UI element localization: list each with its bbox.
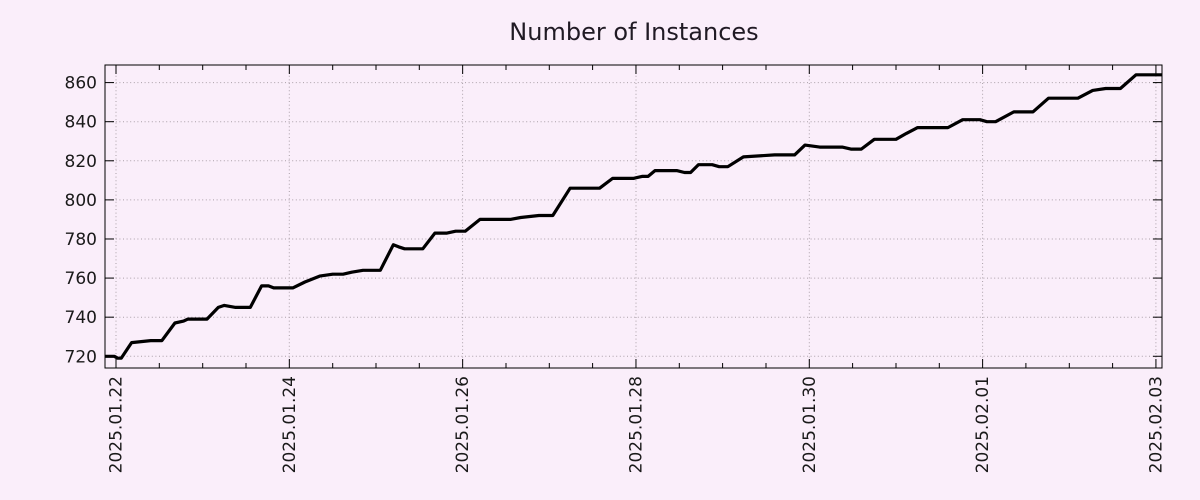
y-tick-label: 860	[65, 74, 97, 94]
y-tick-label: 720	[65, 347, 97, 367]
x-tick-label: 2025.01.22	[107, 376, 127, 473]
data-line-instances	[105, 73, 1162, 360]
x-tick-label: 2025.01.28	[626, 376, 646, 473]
x-tick-label: 2025.01.24	[280, 376, 300, 473]
y-tick-label: 820	[65, 152, 97, 172]
chart-title: Number of Instances	[509, 18, 758, 46]
x-tick-label: 2025.02.01	[973, 376, 993, 473]
y-tick-label: 760	[65, 269, 97, 289]
x-tick-label: 2025.01.26	[453, 376, 473, 473]
y-tick-label: 740	[65, 308, 97, 328]
x-tick-label: 2025.02.03	[1146, 376, 1166, 473]
x-tick-label: 2025.01.30	[800, 376, 820, 473]
plot-border	[104, 64, 1163, 369]
y-tick-label: 840	[65, 113, 97, 133]
chart-canvas: 2025.01.22 2025.01.24 2025.01.26 2025.01.28…	[65, 64, 1166, 473]
y-tick-label: 800	[65, 191, 97, 211]
y-tick-label: 780	[65, 230, 97, 250]
